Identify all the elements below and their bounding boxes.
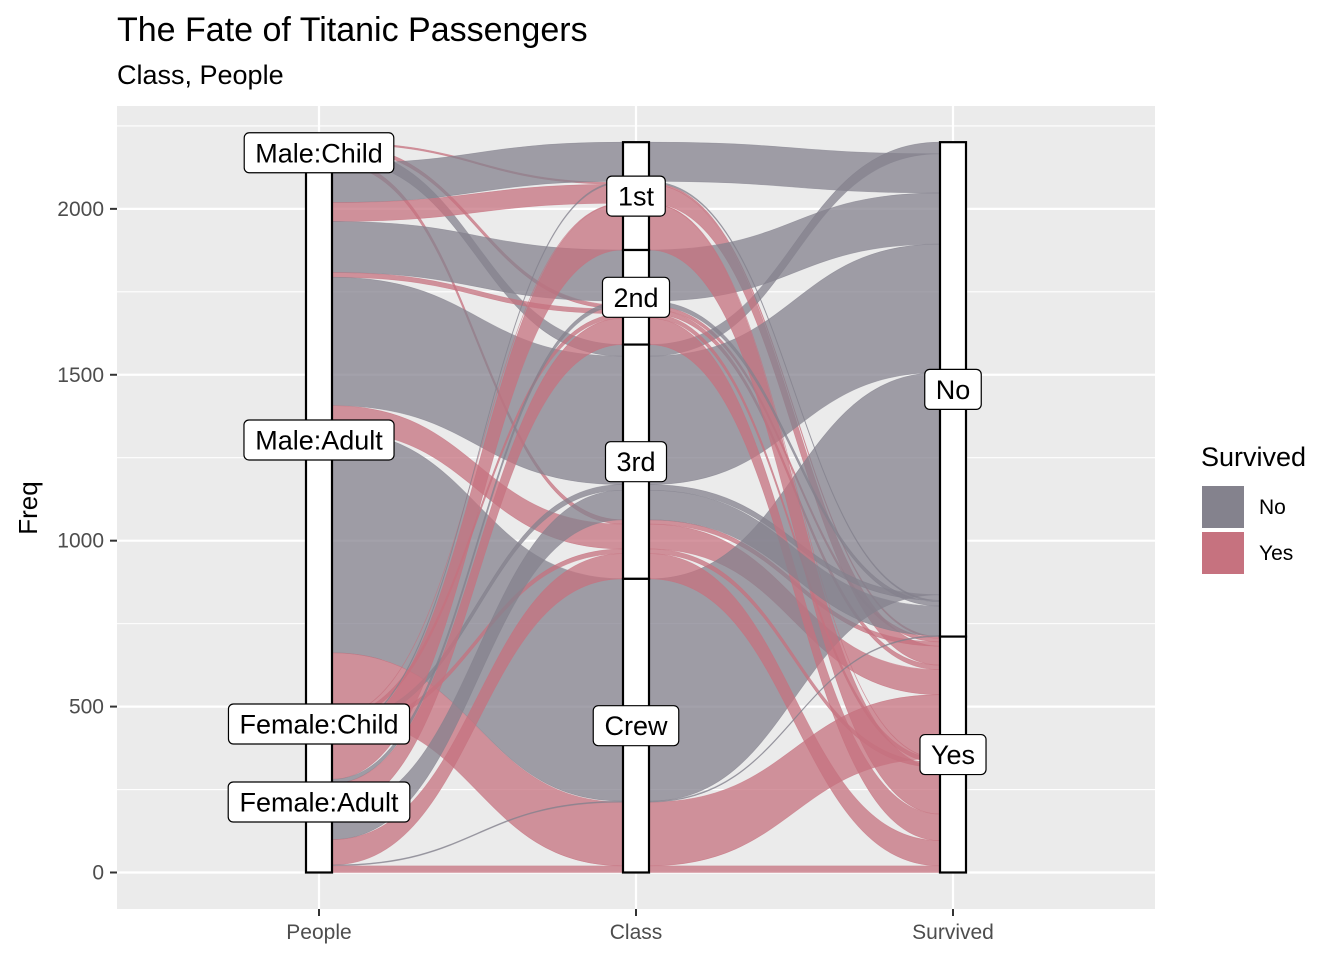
x-tick-label-class: Class <box>610 921 663 944</box>
chart-title: The Fate of Titanic Passengers <box>117 11 588 49</box>
stratum-labels: Male:Child Male:Adult Female:Child Female:A… <box>227 132 987 823</box>
flow-female-adult-crew-yes <box>648 865 941 873</box>
stratum-label-crew: Crew <box>604 711 668 741</box>
stratum-label-box-3rd <box>604 441 668 483</box>
stratum-label-box-2nd <box>601 276 671 318</box>
stratum-label-box-female-child <box>227 703 411 745</box>
y-tick-label: 0 <box>92 862 104 885</box>
flow-female-adult-crew-yes <box>331 865 624 873</box>
stratum-label-box-yes <box>919 733 987 776</box>
x-tick-label-survived: Survived <box>912 921 994 944</box>
stratum-label-male-adult: Male:Adult <box>255 425 383 455</box>
legend-key-no <box>1202 486 1244 528</box>
stratum-label-1st: 1st <box>618 182 655 212</box>
stratum-label-box-male-child <box>243 132 395 174</box>
stratum-label-2nd: 2nd <box>613 283 658 313</box>
stratum-label-box-crew <box>592 705 680 747</box>
flows <box>331 141 941 873</box>
stratum-label-box-no <box>924 368 982 410</box>
stratum-label-3rd: 3rd <box>616 447 655 477</box>
y-axis: 0 500 1000 1500 2000 <box>57 198 117 885</box>
legend-key-yes <box>1202 532 1244 574</box>
stratum-label-female-child: Female:Child <box>239 710 398 740</box>
stratum-label-male-child: Male:Child <box>255 138 383 168</box>
stratum-label-no: No <box>936 375 971 405</box>
y-tick-label: 500 <box>69 696 104 719</box>
stratum-label-box-male-adult <box>243 419 395 461</box>
legend: Survived No Yes <box>1201 442 1306 574</box>
stratum-label-female-adult: Female:Adult <box>239 787 399 817</box>
stratum-label-box-female-adult <box>227 781 411 823</box>
y-tick-label: 1000 <box>57 530 104 553</box>
chart-subtitle: Class, People <box>117 60 284 90</box>
legend-title: Survived <box>1201 442 1306 472</box>
y-tick-label: 1500 <box>57 364 104 387</box>
stratum-label-yes: Yes <box>931 740 975 770</box>
legend-label-no: No <box>1259 496 1286 519</box>
x-axis: People Class Survived <box>286 909 994 944</box>
y-axis-title: Freq <box>13 481 43 534</box>
legend-label-yes: Yes <box>1259 542 1293 565</box>
stratum-label-box-1st <box>606 175 666 217</box>
x-tick-label-people: People <box>286 921 351 944</box>
y-tick-label: 2000 <box>57 198 104 221</box>
